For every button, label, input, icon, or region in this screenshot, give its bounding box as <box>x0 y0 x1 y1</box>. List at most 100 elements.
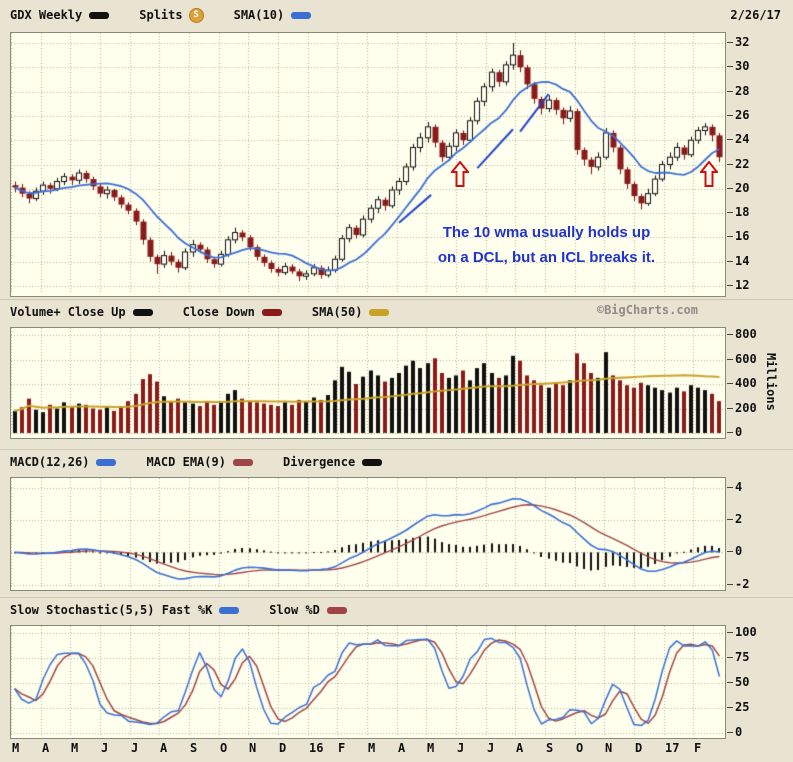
y-tick-label: 18 <box>726 205 750 220</box>
x-axis-label: S <box>546 741 554 755</box>
y-tick-label: 22 <box>726 156 750 171</box>
y-tick-label: 0 <box>726 544 743 559</box>
volume-sma-swatch <box>369 308 390 316</box>
y-tick-label: 14 <box>726 253 750 268</box>
y-tick-label: 50 <box>726 675 750 689</box>
splits-label: Splits <box>139 8 183 22</box>
volume-up-legend: Volume+ Close Up <box>10 305 153 319</box>
x-axis-label: S <box>190 741 198 755</box>
x-axis-label: M <box>12 741 20 755</box>
x-axis-label: 16 <box>309 741 324 755</box>
volume-chart-canvas <box>11 328 723 436</box>
sma10-label: SMA(10) <box>233 8 285 22</box>
stochastic-panel <box>10 625 726 739</box>
macd-ema-label: MACD EMA(9) <box>146 455 226 469</box>
symbol-label: GDX Weekly <box>10 8 83 22</box>
sma10-legend: SMA(10) <box>234 8 312 22</box>
y-tick-label: 200 <box>727 400 757 415</box>
macd-panel <box>10 477 726 591</box>
x-axis-label: D <box>279 741 287 755</box>
symbol-legend: GDX Weekly <box>10 8 110 22</box>
volume-y-axis: 800 600 400 200 0 <box>726 327 766 439</box>
volume-axis-units: Millions <box>764 353 778 411</box>
stoch-k-swatch <box>219 606 240 614</box>
price-panel: The 10 wma usually holds up on a DCL, bu… <box>10 32 726 297</box>
y-tick-label: 0 <box>726 425 743 439</box>
stoch-d-legend: Slow %D <box>269 603 347 617</box>
volume-panel <box>10 327 726 439</box>
x-axis-label: N <box>249 741 257 755</box>
x-axis-label: J <box>131 741 139 755</box>
y-tick-label: 28 <box>726 83 750 98</box>
stochastic-y-axis: 100 75 50 25 0 <box>726 625 766 739</box>
stoch-k-legend: Slow Stochastic(5,5) Fast %K <box>10 603 240 617</box>
macd-divergence-swatch <box>362 458 383 466</box>
y-tick-label: 26 <box>726 107 750 122</box>
y-tick-label: 30 <box>726 59 750 74</box>
x-axis-label: O <box>576 741 584 755</box>
volume-down-label: Close Down <box>182 305 255 319</box>
y-tick-label: 32 <box>726 35 750 49</box>
y-tick-label: 800 <box>727 327 757 341</box>
stochastic-chart-canvas <box>11 626 723 736</box>
x-axis-label: J <box>457 741 465 755</box>
x-axis-label: 17 <box>665 741 680 755</box>
x-axis: M A M J J A S O N D 16 F M A M J J A S O N D 17 F <box>10 739 724 757</box>
sma10-swatch <box>291 11 312 19</box>
price-chart-canvas <box>11 33 723 294</box>
x-axis-label: N <box>605 741 613 755</box>
x-axis-label: M <box>427 741 435 755</box>
volume-legend: Volume+ Close Up Close Down SMA(50) ©Big… <box>10 302 783 322</box>
x-axis-label: A <box>160 741 168 755</box>
chart-header: GDX Weekly Splits S SMA(10) 2/26/17 <box>10 5 783 25</box>
annotation-line-1: The 10 wma usually holds up <box>442 223 651 241</box>
annotation-line-2: on a DCL, but an ICL breaks it. <box>437 248 656 266</box>
price-annotation: The 10 wma usually holds up on a DCL, bu… <box>382 220 710 270</box>
macd-ema-swatch <box>232 458 253 466</box>
y-tick-label: 24 <box>726 132 750 147</box>
y-tick-label: 25 <box>726 700 750 714</box>
y-tick-label: 20 <box>726 180 750 195</box>
macd-line-legend: MACD(12,26) <box>10 455 117 469</box>
macd-divergence-label: Divergence <box>282 455 356 469</box>
x-axis-label: F <box>694 741 702 755</box>
macd-divergence-legend: Divergence <box>282 455 383 469</box>
volume-down-legend: Close Down <box>183 305 282 319</box>
volume-up-swatch <box>132 308 153 316</box>
stoch-d-label: Slow %D <box>269 603 320 617</box>
stoch-d-swatch <box>326 606 347 614</box>
stochastic-legend: Slow Stochastic(5,5) Fast %K Slow %D <box>10 600 783 620</box>
splits-legend: Splits S <box>139 7 204 23</box>
x-axis-label: A <box>42 741 50 755</box>
price-y-axis: 32 30 28 26 24 22 20 18 16 14 12 <box>726 33 786 296</box>
x-axis-label: J <box>101 741 109 755</box>
x-axis-label: O <box>220 741 228 755</box>
x-axis-label: A <box>398 741 406 755</box>
y-tick-label: 100 <box>727 625 757 639</box>
y-tick-label: 600 <box>727 351 757 366</box>
bigcharts-watermark: ©BigCharts.com <box>596 303 698 317</box>
volume-sma-label: SMA(50) <box>311 305 363 319</box>
macd-y-axis: 4 2 0 -2 <box>726 478 766 590</box>
section-divider <box>0 597 793 598</box>
x-axis-label: A <box>516 741 524 755</box>
y-tick-label: -2 <box>726 576 750 591</box>
up-arrow-icon <box>700 160 719 187</box>
y-tick-label: 12 <box>726 278 750 292</box>
y-tick-label: 75 <box>726 650 750 664</box>
y-tick-label: 4 <box>726 479 743 494</box>
y-tick-label: 400 <box>727 376 757 390</box>
x-axis-label: M <box>368 741 376 755</box>
y-tick-label: 2 <box>726 512 743 527</box>
chart-date: 2/26/17 <box>730 8 781 22</box>
up-arrow-icon <box>451 160 470 187</box>
y-tick-label: 0 <box>726 725 743 739</box>
section-divider <box>0 449 793 450</box>
macd-ema-legend: MACD EMA(9) <box>146 455 253 469</box>
volume-down-swatch <box>261 308 282 316</box>
macd-legend: MACD(12,26) MACD EMA(9) Divergence <box>10 452 783 472</box>
macd-chart-canvas <box>11 478 723 588</box>
stoch-k-label: Slow Stochastic(5,5) Fast %K <box>10 603 213 617</box>
x-axis-label: F <box>338 741 346 755</box>
